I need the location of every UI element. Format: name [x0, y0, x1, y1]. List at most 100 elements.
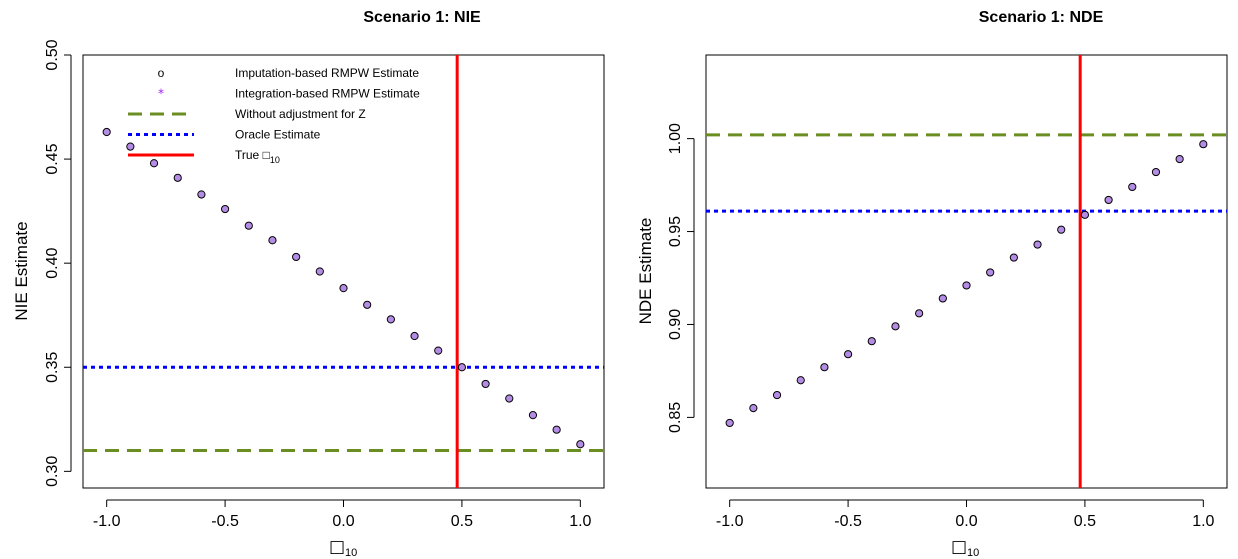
nie-x-tick-label: -0.5	[211, 513, 239, 530]
nie-integration-point	[435, 347, 442, 354]
nie-integration-point	[577, 441, 584, 448]
nde-y-axis: 0.85 0.90 0.95 1.00	[667, 123, 695, 433]
nde-imputation-point	[1175, 154, 1184, 164]
nie-integration-point	[316, 268, 324, 275]
nie-y-tick-label: 0.45	[44, 143, 61, 174]
nie-imputation-point	[173, 173, 182, 182]
nie-integration-point	[363, 301, 371, 309]
nie-y-tick-label: 0.40	[44, 248, 61, 279]
nde-integration-point	[773, 391, 781, 399]
nde-integration-point	[1200, 141, 1207, 148]
nie-imputation-point	[220, 204, 230, 214]
nie-imputation-point	[481, 379, 490, 389]
nde-imputation-point	[1151, 167, 1161, 177]
nde-x-axis-label: □ 10	[951, 537, 979, 559]
nie-y-tick-label: 0.50	[44, 39, 61, 70]
nde-imputation-point	[1057, 225, 1066, 234]
nde-integration-point	[1034, 241, 1041, 248]
nie-y-tick-label: 0.30	[44, 456, 61, 487]
nde-integration-point	[844, 350, 852, 358]
nde-imputation-point	[1199, 140, 1208, 149]
nde-integration-point	[915, 310, 923, 317]
legend-circle-symbol: o	[158, 66, 165, 80]
nde-x-tick-label: -1.0	[716, 513, 744, 530]
nie-imputation-point	[552, 425, 561, 434]
nie-x-tick-label: 0.0	[332, 513, 354, 530]
nie-chart-title: Scenario 1: NIE	[363, 9, 481, 26]
nde-x-axis-label-subscript: 10	[967, 547, 979, 559]
nde-integration-point	[963, 282, 970, 289]
nie-integration-point	[506, 395, 513, 402]
nde-x-tick-label: 0.5	[1074, 513, 1096, 530]
nie-imputation-point	[410, 331, 419, 341]
nie-integration-point	[221, 205, 229, 213]
nie-x-tick-label: 1.0	[569, 513, 591, 530]
nie-imputation-point	[457, 363, 467, 372]
nde-integration-point	[797, 377, 804, 384]
nde-imputation-point	[915, 309, 924, 318]
nie-imputation-point	[576, 440, 585, 449]
nie-x-axis-label-symbol: □	[329, 537, 345, 557]
nie-plot-frame	[82, 54, 605, 489]
nie-y-axis-label: NIE Estimate	[12, 221, 31, 320]
nie-imputation-point	[149, 159, 159, 168]
nde-integration-point	[986, 269, 994, 276]
nie-imputation-point	[339, 284, 348, 293]
nde-imputation-point	[820, 363, 829, 372]
nde-imputation-point	[938, 294, 947, 303]
nde-y-tick-label: 0.95	[667, 216, 684, 247]
nie-integration-point	[387, 316, 395, 323]
nie-x-tick-label: 0.5	[451, 513, 473, 530]
nde-imputation-point	[749, 403, 758, 413]
nie-imputation-point	[528, 411, 538, 420]
nde-chart-title: Scenario 1: NDE	[979, 9, 1104, 26]
nde-integration-point	[821, 364, 828, 371]
nde-imputation-point	[1033, 240, 1042, 249]
legend-label: Integration-based RMPW Estimate	[235, 87, 420, 101]
nie-imputation-point	[102, 127, 111, 137]
nde-integration-point	[868, 337, 875, 345]
nde-integration-point	[892, 323, 899, 330]
legend-label: True □10	[235, 148, 280, 165]
nie-imputation-point	[197, 190, 206, 199]
nde-integration-point	[939, 295, 947, 302]
nde-integration-point	[1152, 168, 1160, 176]
nde-panel: Scenario 1: NDE -1.0 -0.5 0.0 0.5 1.0 0.850.…	[636, 9, 1228, 559]
nie-integration-point	[340, 284, 347, 292]
nde-x-tick-label: 1.0	[1192, 513, 1214, 530]
nde-imputation-point	[796, 376, 805, 385]
nde-imputation-point	[867, 337, 876, 346]
nde-y-tick-label: 1.00	[667, 123, 684, 154]
nie-integration-point	[553, 426, 560, 433]
nie-x-axis: -1.0 -0.5 0.0 0.5 1.0	[93, 499, 592, 530]
nde-imputation-point	[1009, 253, 1018, 262]
nie-imputation-point	[244, 221, 253, 230]
nde-imputation-point	[1128, 182, 1137, 192]
nde-imputation-point	[891, 322, 900, 331]
nde-x-axis: -1.0 -0.5 0.0 0.5 1.0	[716, 499, 1215, 530]
legend-label: Without adjustment for Z	[235, 107, 366, 121]
nie-imputation-point	[434, 346, 443, 355]
nde-x-axis-label-symbol: □	[951, 537, 967, 557]
nde-integration-point	[726, 419, 733, 427]
nie-integration-point	[411, 332, 418, 340]
nde-plot-frame	[705, 54, 1228, 489]
nie-imputation-point	[315, 267, 324, 276]
nde-reference-lines	[706, 55, 1227, 488]
nde-integration-point	[1176, 155, 1183, 163]
nie-legend: o Imputation-based RMPW Estimate * Integrat…	[128, 66, 420, 165]
nde-imputation-point	[772, 390, 782, 400]
nde-integration-point	[1058, 226, 1065, 233]
nie-integration-point	[269, 237, 276, 244]
nde-points	[725, 140, 1208, 428]
nie-y-axis: 0.30 0.35 0.40 0.45 0.50	[44, 39, 72, 487]
nde-integration-point	[1081, 211, 1089, 219]
nie-integration-point	[482, 380, 489, 388]
nie-panel: Scenario 1: NIE -1.0 -0.5 0.0 0.5 1.0 0.300.…	[12, 9, 605, 559]
nie-y-tick-label: 0.35	[44, 352, 61, 383]
nie-integration-point	[127, 143, 134, 150]
nie-integration-point	[458, 364, 466, 371]
legend-label: Oracle Estimate	[235, 128, 321, 142]
nie-imputation-point	[363, 300, 372, 309]
nie-reference-lines	[83, 55, 604, 488]
